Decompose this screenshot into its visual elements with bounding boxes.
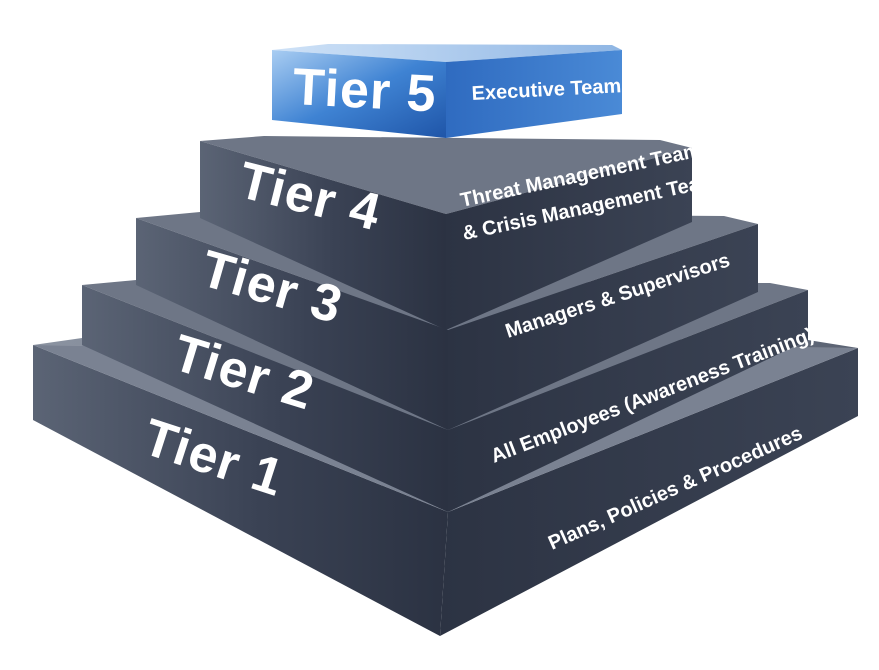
tier-5-side-face <box>446 50 622 138</box>
tier-4-slab <box>200 136 692 330</box>
tier-3-side-face <box>448 224 758 430</box>
tier-2-front-face <box>82 285 448 512</box>
tier-2-side-face <box>448 290 808 512</box>
tier-5-slab <box>272 44 622 138</box>
tier-5-front-face <box>272 50 446 138</box>
tier-5-top-face <box>272 44 622 62</box>
tier-1-front-face <box>33 345 448 636</box>
tier-4-front-face <box>200 141 446 330</box>
tier-5-title: Tier 5 <box>291 58 438 123</box>
tier-1-side-face <box>440 348 858 636</box>
tier-4-side-face <box>446 148 692 330</box>
tier-3-front-face <box>136 218 448 430</box>
tier-4-top-face <box>200 136 692 214</box>
